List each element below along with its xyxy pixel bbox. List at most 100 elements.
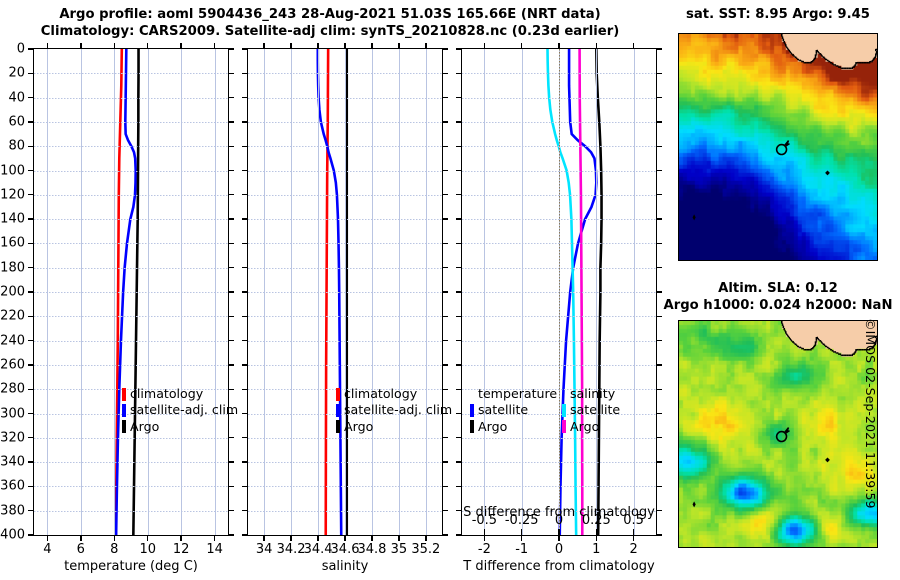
depth-tick bbox=[442, 169, 448, 172]
salinity-diff-tick-label: 0 bbox=[554, 513, 564, 528]
depth-tick bbox=[442, 485, 448, 488]
depth-tick bbox=[228, 242, 234, 245]
value-tick bbox=[371, 43, 373, 49]
value-tick bbox=[80, 535, 82, 541]
depth-tick bbox=[28, 510, 34, 512]
longitude-tick bbox=[772, 547, 773, 548]
longitude-tick bbox=[703, 33, 704, 34]
salinity-diff-tick bbox=[483, 529, 486, 535]
depth-tick bbox=[28, 412, 34, 415]
depth-tick bbox=[656, 145, 662, 147]
depth-tick bbox=[242, 72, 248, 74]
depth-tick-label: 280 bbox=[0, 381, 25, 397]
legend-entry-temperature-argo: Argo bbox=[470, 419, 562, 435]
depth-tick bbox=[28, 242, 34, 245]
depth-tick bbox=[228, 437, 234, 439]
reference-point-marker bbox=[825, 457, 830, 463]
depth-tick bbox=[228, 48, 234, 50]
legend-swatch-satellite-adj-clim bbox=[122, 404, 126, 418]
depth-tick bbox=[28, 388, 34, 390]
float-position-marker bbox=[775, 143, 788, 156]
legend-label-salinity-satellite: satellite bbox=[570, 402, 621, 418]
depth-tick bbox=[656, 412, 662, 415]
value-tick-label: 6 bbox=[76, 542, 85, 557]
depth-tick bbox=[456, 534, 462, 536]
depth-gridline bbox=[34, 121, 228, 123]
salinity-plot-area bbox=[248, 49, 442, 535]
value-tick bbox=[80, 43, 82, 49]
salinity-legend: climatology satellite-adj. clim Argo bbox=[336, 386, 452, 435]
legend-label-satellite-adj-clim: satellite-adj. clim bbox=[130, 402, 239, 418]
longitude-tick bbox=[772, 33, 773, 34]
sla-map[interactable]: 160165170-46-48-50-52-54-56 bbox=[678, 320, 878, 548]
salinity-diff-tick-label: -0.25 bbox=[504, 513, 539, 528]
depth-tick bbox=[28, 121, 34, 123]
coastline bbox=[780, 321, 877, 357]
depth-tick-label: 0 bbox=[16, 41, 25, 57]
depth-tick-label: 260 bbox=[0, 357, 25, 373]
depth-tick bbox=[28, 267, 34, 269]
legend-label-satellite-adj-clim: satellite-adj. clim bbox=[344, 402, 453, 418]
sst-map[interactable]: 160165170-46-48-50-52-54-56 bbox=[678, 33, 878, 261]
depth-gridline bbox=[34, 413, 228, 415]
depth-gridline bbox=[34, 316, 228, 318]
depth-tick bbox=[28, 145, 34, 147]
value-tick bbox=[317, 43, 319, 49]
salinity-diff-tick bbox=[632, 529, 635, 535]
value-gridline bbox=[596, 49, 598, 535]
depth-tick bbox=[28, 339, 34, 342]
value-gridline bbox=[521, 49, 523, 535]
coastline bbox=[780, 34, 877, 70]
temperature-profile-chart: climatology satellite-adj. clim Argo tem… bbox=[0, 42, 238, 575]
value-tick bbox=[317, 535, 319, 541]
legend-label-climatology: climatology bbox=[130, 386, 204, 401]
float-track bbox=[783, 427, 790, 435]
longitude-tick bbox=[841, 320, 842, 321]
legend-swatch-salinity-satellite bbox=[562, 404, 566, 418]
value-gridline bbox=[80, 49, 82, 535]
depth-tick bbox=[228, 364, 234, 366]
legend-swatch-argo bbox=[122, 420, 126, 434]
depth-tick bbox=[242, 291, 248, 293]
depth-tick bbox=[442, 437, 448, 439]
salinity-diff-tick bbox=[520, 529, 523, 535]
sst-map-title: sat. SST: 8.95 Argo: 9.45 bbox=[686, 7, 870, 22]
depth-gridline bbox=[34, 97, 228, 99]
depth-gridline bbox=[34, 267, 228, 269]
depth-tick bbox=[656, 388, 662, 390]
depth-gridline bbox=[34, 364, 228, 366]
latitude-tick bbox=[877, 202, 878, 203]
difference-legend-temperature-group: temperature satellite Argo bbox=[470, 386, 562, 435]
latitude-tick bbox=[678, 128, 679, 129]
value-tick-label: 34.4 bbox=[303, 542, 333, 557]
depth-gridline bbox=[34, 389, 228, 391]
temperature-plot-area bbox=[34, 49, 228, 535]
value-gridline bbox=[345, 49, 346, 535]
legend-entry-temperature-satellite: satellite bbox=[470, 402, 562, 418]
value-tick-label: 35.2 bbox=[411, 542, 441, 557]
latitude-tick bbox=[678, 202, 679, 203]
value-tick-label: 12 bbox=[172, 542, 190, 557]
value-gridline bbox=[398, 49, 400, 535]
latitude-tick bbox=[877, 239, 878, 240]
value-tick bbox=[147, 43, 149, 49]
sla-map-title-line-1: Altim. SLA: 0.12 bbox=[718, 281, 838, 296]
value-tick-label: 4 bbox=[43, 542, 52, 557]
longitude-tick bbox=[703, 320, 704, 321]
depth-tick bbox=[442, 291, 448, 293]
depth-tick bbox=[442, 96, 448, 99]
salinity-diff-tick bbox=[558, 529, 560, 535]
difference-inner-axis-title: S difference from climatology bbox=[463, 505, 655, 520]
value-tick-label: 34.2 bbox=[276, 542, 306, 557]
depth-tick bbox=[28, 291, 34, 293]
legend-entry-argo: Argo bbox=[336, 419, 452, 435]
depth-tick bbox=[456, 145, 462, 147]
value-tick bbox=[483, 43, 486, 49]
value-tick-label: 34.8 bbox=[357, 542, 387, 557]
depth-tick bbox=[442, 534, 448, 536]
legend-swatch-argo bbox=[336, 420, 340, 434]
value-tick bbox=[595, 43, 597, 49]
depth-tick bbox=[456, 218, 462, 220]
zero-reference-line bbox=[559, 49, 560, 535]
value-tick bbox=[213, 535, 216, 541]
